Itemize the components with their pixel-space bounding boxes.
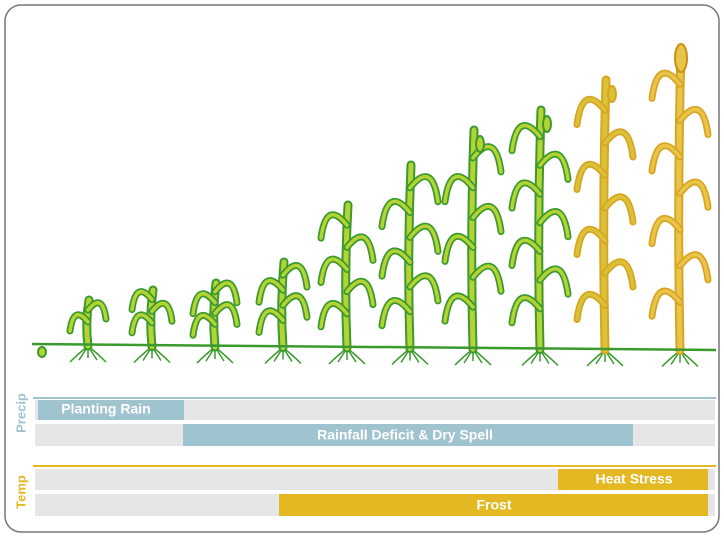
bar-label: Rainfall Deficit & Dry Spell [317, 427, 493, 443]
stem [539, 110, 541, 350]
bar-label: Planting Rain [61, 401, 150, 417]
bar-label: Heat Stress [595, 471, 672, 487]
bar-label: Frost [477, 497, 512, 513]
stem [472, 130, 474, 349]
ear [476, 136, 484, 152]
seed [38, 347, 46, 357]
ear [543, 116, 551, 132]
stem [604, 80, 606, 350]
section-label: Temp [13, 475, 28, 509]
diagram: Planting Rain Rainfall Deficit & Dry Spe… [0, 0, 724, 537]
page: {"precip": {"label": "Precip", "bars": [… [0, 0, 724, 537]
section-label: Precip [13, 393, 28, 433]
ear [608, 86, 616, 102]
tassel [675, 44, 687, 72]
